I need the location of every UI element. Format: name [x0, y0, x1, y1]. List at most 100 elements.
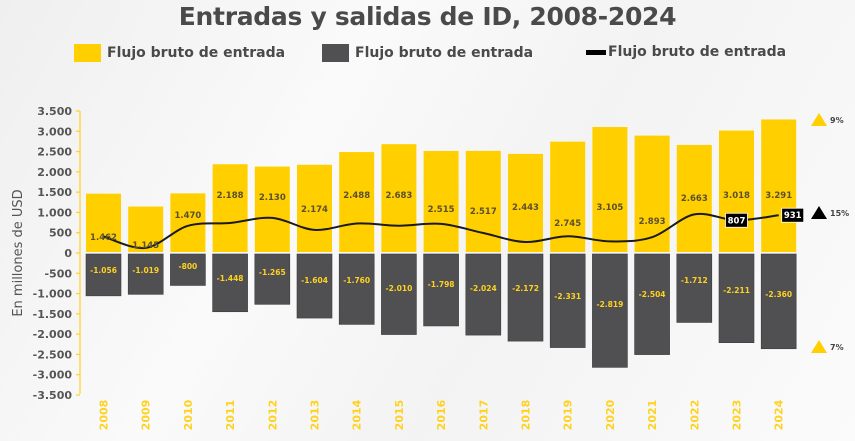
net-flow-value-box: 931 [781, 207, 805, 223]
bars [85, 119, 797, 368]
bar-outflow-label: -2.819 [596, 300, 623, 309]
bar-outflow-label: -800 [179, 262, 198, 271]
bar-inflow-label: 3.105 [596, 203, 623, 213]
bar-outflow [381, 253, 417, 335]
bar-outflow [170, 253, 206, 286]
y-tick-label: -3.500 [33, 389, 73, 402]
y-tick-label: 1.000 [37, 206, 72, 219]
bar-outflow-label: -2.211 [723, 286, 750, 295]
bar-outflow-label: -1.798 [428, 280, 455, 289]
x-tick-label: 2019 [562, 400, 575, 431]
x-tick-label: 2018 [520, 400, 533, 431]
bar-inflow-label: 3.291 [765, 191, 792, 201]
legend-line-swatch [586, 49, 606, 55]
bar-inflow [170, 193, 206, 252]
bar-outflow-label: -1.019 [132, 266, 159, 275]
x-tick-label: 2012 [266, 400, 279, 431]
bar-inflow-label: 2.130 [259, 193, 286, 203]
triangle-up-icon [811, 340, 827, 353]
bar-inflow-label: 3.018 [723, 191, 750, 201]
bar-inflow-label: 2.174 [301, 205, 328, 215]
bar-inflow [508, 153, 543, 252]
bar-outflow-label: -1.448 [217, 274, 244, 283]
y-tick-label: 500 [49, 227, 72, 240]
y-tick-label: 3.500 [37, 105, 72, 118]
y-axis: 3.500 3.000 2.500 2.000 1.500 1.000 500 0 -500 -1… [33, 105, 81, 402]
bar-inflow-label: 1.145 [132, 241, 159, 251]
bar-inflow-label: 2.745 [554, 219, 581, 229]
legend-swatch-yellow [74, 44, 101, 62]
bar-inflow [339, 152, 375, 252]
bar-outflow [423, 253, 459, 327]
x-axis: 2008 2009 2010 2011 2012 2013 2014 2015 2016 2017… [98, 399, 786, 430]
y-tick-label: 1.500 [37, 186, 72, 199]
bar-outflow [254, 253, 291, 305]
bar-outflow [676, 253, 713, 323]
y-tick-label: 3.000 [37, 125, 72, 138]
y-tick-label: -1.000 [33, 288, 73, 301]
bar-inflow-label: 2.515 [428, 205, 455, 215]
value-box-label: 931 [784, 211, 802, 221]
annotations: 9% 15% 7% [811, 113, 849, 353]
bar-inflow [550, 141, 586, 252]
y-tick-label: -2.000 [33, 328, 73, 341]
x-tick-label: 2009 [140, 400, 153, 431]
bar-outflow-label: -1.056 [90, 266, 117, 275]
chart-title: Entradas y salidas de ID, 2008-2024 [178, 2, 677, 31]
triangle-up-icon [811, 206, 827, 219]
value-box-bg [781, 207, 805, 223]
bar-inflow-label: 2.683 [385, 191, 412, 201]
legend-item-inflow: Flujo bruto de entrada [74, 44, 285, 62]
net-flow-line-layer: 1.462 -1.056 1.145 -1.019 1.470 -800 2.188 -1.4… [90, 191, 805, 309]
bar-outflow-label: -2.331 [554, 292, 581, 301]
bar-outflow-label: -2.024 [470, 284, 497, 293]
x-tick-label: 2023 [731, 400, 744, 431]
bar-outflow [718, 253, 755, 344]
x-tick-label: 2024 [773, 399, 786, 430]
bar-inflow-label: 1.470 [174, 211, 201, 221]
bar-inflow [634, 135, 670, 252]
legend-label: Flujo bruto de entrada [608, 44, 787, 60]
bar-outflow [507, 253, 544, 342]
y-tick-label: -500 [44, 267, 72, 280]
y-tick-label: 0 [64, 247, 72, 260]
bar-outflow-label: -2.010 [385, 284, 412, 293]
x-tick-label: 2014 [351, 399, 364, 430]
bar-inflow [761, 119, 797, 252]
bar-outflow [465, 253, 502, 336]
bar-inflow-label: 2.188 [217, 191, 244, 201]
triangle-up-icon [811, 113, 827, 126]
bar-inflow [254, 166, 290, 252]
bar-inflow-label: 1.462 [90, 233, 117, 243]
legend-item-outflow: Flujo bruto de entrada [322, 44, 533, 62]
bar-inflow [719, 130, 754, 252]
bar-outflow-label: -1.760 [343, 276, 370, 285]
x-tick-label: 2015 [393, 400, 406, 431]
legend-item-net-line: Flujo bruto de entrada [586, 44, 786, 60]
y-tick-label: -1.500 [33, 308, 73, 321]
annotation-percent: 7% [830, 343, 844, 352]
bar-outflow-label: -2.172 [512, 284, 539, 293]
legend-label: Flujo bruto de entrada [107, 45, 286, 61]
legend-label: Flujo bruto de entrada [355, 45, 534, 61]
bar-outflow [85, 253, 122, 297]
bar-inflow-label: 2.663 [681, 194, 708, 204]
bar-outflow [212, 253, 248, 313]
bar-outflow [338, 253, 375, 325]
bar-outflow [634, 253, 670, 355]
bar-inflow [297, 164, 332, 252]
x-tick-label: 2022 [688, 400, 701, 431]
bar-inflow [381, 144, 417, 252]
x-tick-label: 2008 [98, 400, 111, 431]
x-tick-label: 2013 [309, 400, 322, 431]
x-tick-label: 2021 [646, 400, 659, 431]
bar-outflow [127, 253, 164, 295]
legend-swatch-gray [322, 44, 349, 62]
bar-inflow [592, 127, 628, 252]
y-axis-title: En millones de USD [11, 189, 26, 316]
bar-inflow-label: 2.517 [470, 207, 497, 217]
annotation-percent: 15% [830, 209, 849, 218]
bar-inflow-label: 2.443 [512, 203, 539, 213]
bar-inflow-label: 2.488 [343, 191, 370, 201]
